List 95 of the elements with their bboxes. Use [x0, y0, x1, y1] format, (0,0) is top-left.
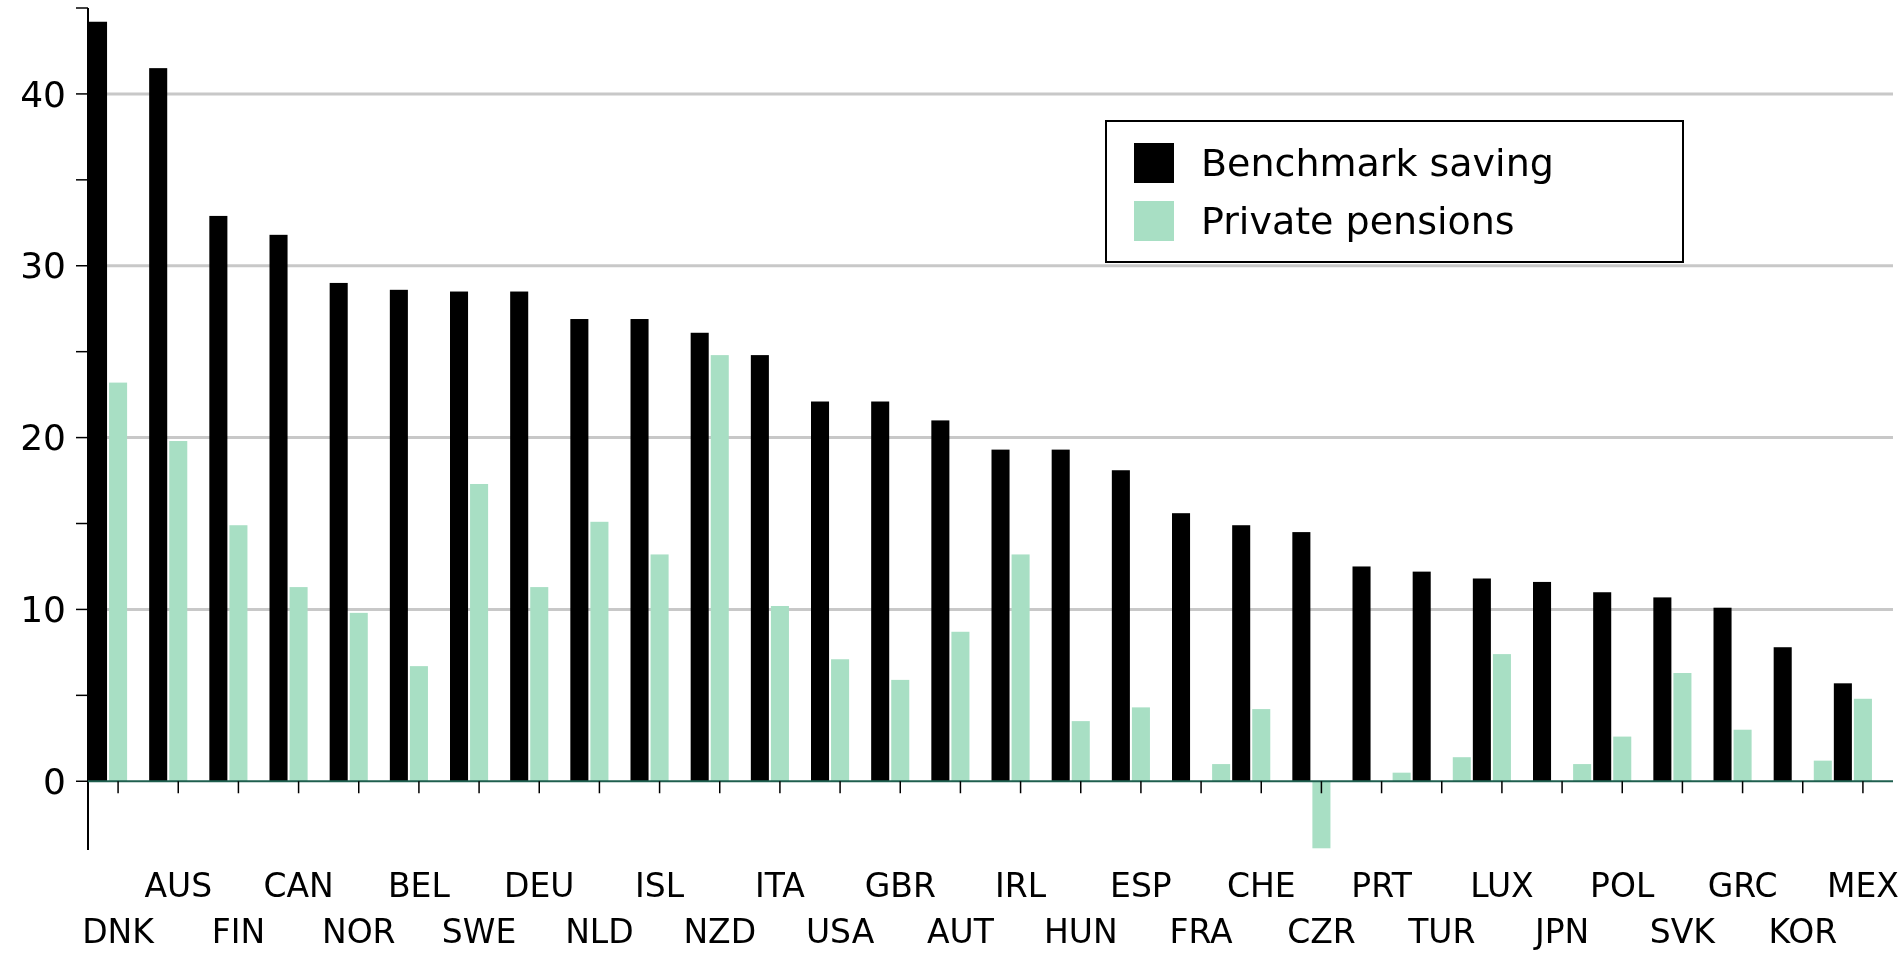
bar [389, 289, 408, 782]
x-tick-label: JPN [1532, 912, 1590, 951]
bar [450, 291, 469, 782]
x-tick-label: DEU [504, 866, 575, 905]
bar [1452, 757, 1471, 782]
bar [1071, 721, 1090, 782]
bar [1292, 532, 1311, 782]
bar [1773, 647, 1792, 782]
bar [470, 483, 489, 782]
bar [891, 679, 910, 782]
bar [690, 332, 709, 782]
bar [109, 382, 128, 782]
x-tick-label: ITA [754, 866, 806, 905]
x-tick-label: NOR [321, 912, 396, 951]
bar [1593, 592, 1612, 782]
bar [1472, 578, 1491, 782]
x-tick-label: HUN [1043, 912, 1118, 951]
bar [831, 659, 850, 782]
bar [1492, 654, 1511, 782]
bar [1232, 525, 1251, 782]
bar [510, 291, 529, 782]
bar [1833, 683, 1852, 782]
bar [409, 666, 428, 782]
x-tick-label: DNK [82, 912, 156, 951]
x-tick-label: IRL [995, 866, 1047, 905]
x-tick-label: USA [805, 912, 875, 951]
x-tick-label: BEL [387, 866, 451, 905]
x-tick-label: MEX [1826, 866, 1899, 905]
y-tick-label: 0 [43, 760, 66, 802]
x-tick-label: POL [1590, 866, 1655, 905]
bar [811, 401, 830, 782]
bar [530, 587, 549, 782]
bar [1412, 571, 1431, 782]
bar [1813, 760, 1832, 782]
x-tick-label: CAN [263, 866, 334, 905]
bar [1111, 470, 1130, 782]
bar [1252, 709, 1271, 782]
bar [169, 441, 188, 782]
bar [1352, 566, 1371, 782]
x-tick-label: GRC [1707, 866, 1778, 905]
legend-label: Private pensions [1201, 199, 1515, 244]
x-tick-label: SWE [441, 912, 517, 951]
y-tick-label: 30 [20, 245, 66, 287]
bar [1212, 764, 1231, 782]
bar [650, 554, 669, 782]
x-tick-label: FIN [211, 912, 266, 951]
bar [770, 605, 789, 782]
bar [1713, 607, 1732, 782]
x-tick-label: ISL [635, 866, 685, 905]
bar [590, 521, 609, 782]
bar [991, 449, 1010, 782]
bar [1853, 698, 1872, 782]
bar [229, 525, 248, 782]
bar [1653, 597, 1672, 782]
x-tick-label: AUS [144, 866, 213, 905]
y-tick-label: 40 [20, 73, 66, 115]
bar [871, 401, 890, 782]
x-tick-label: ESP [1110, 866, 1172, 905]
bar [1312, 781, 1331, 849]
x-tick-label: AUT [926, 912, 995, 951]
bar [1673, 673, 1692, 782]
x-tick-label: PRT [1351, 866, 1413, 905]
x-tick-label: KOR [1768, 912, 1838, 951]
y-tick-label: 20 [20, 417, 66, 459]
bar [931, 420, 950, 782]
x-tick-label: TUR [1407, 912, 1476, 951]
x-tick-label: FRA [1169, 912, 1234, 951]
bar [1573, 764, 1592, 782]
x-tick-label: NZD [683, 912, 757, 951]
bar [329, 282, 348, 782]
bar [1733, 729, 1752, 782]
bar [710, 355, 729, 782]
bar [209, 215, 228, 782]
bar [1613, 736, 1632, 782]
x-tick-label: CHE [1226, 866, 1296, 905]
bar [149, 68, 168, 782]
bar [570, 319, 589, 782]
bar [750, 355, 769, 782]
bar [1011, 554, 1030, 782]
bar [1172, 513, 1191, 782]
x-tick-label: CZR [1287, 912, 1356, 951]
bar [269, 234, 288, 782]
x-tick-label: NLD [565, 912, 634, 951]
bar [951, 631, 970, 782]
bar [1051, 449, 1070, 782]
y-tick-label: 10 [20, 589, 66, 631]
x-tick-label: GBR [864, 866, 936, 905]
legend-label: Benchmark saving [1201, 141, 1554, 186]
x-tick-label: LUX [1470, 866, 1534, 905]
bar [289, 587, 308, 782]
bar [1533, 581, 1552, 782]
x-tick-label: SVK [1649, 912, 1717, 951]
bar [349, 612, 368, 782]
bar [1131, 707, 1150, 782]
bar [630, 319, 649, 782]
